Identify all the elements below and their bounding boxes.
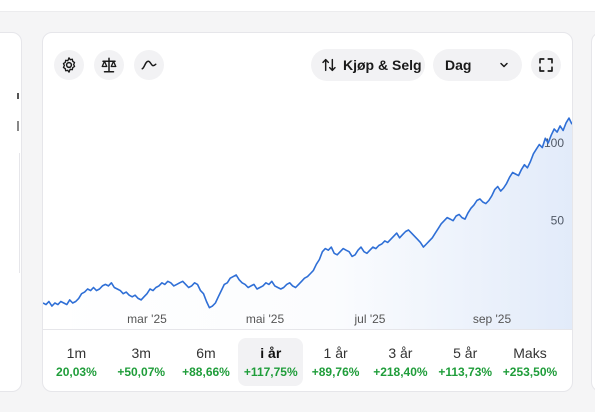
period-select[interactable]: Dag bbox=[433, 49, 522, 81]
range-button[interactable]: 1 år +89,76% bbox=[303, 338, 368, 386]
range-button[interactable]: 3 år +218,40% bbox=[368, 338, 433, 386]
settings-button[interactable] bbox=[54, 50, 84, 80]
indicator-button[interactable] bbox=[134, 50, 164, 80]
fullscreen-button[interactable] bbox=[531, 50, 561, 80]
chevron-down-icon bbox=[500, 62, 508, 68]
wave-icon bbox=[141, 60, 157, 70]
up-down-arrows-icon bbox=[322, 58, 336, 72]
range-button[interactable]: Maks +253,50% bbox=[498, 338, 563, 386]
range-label: 5 år bbox=[453, 344, 478, 361]
side-panel-left bbox=[0, 32, 22, 392]
range-label: 1 år bbox=[323, 344, 348, 361]
range-label: 3 år bbox=[388, 344, 413, 361]
range-button[interactable]: 3m +50,07% bbox=[109, 338, 174, 386]
compare-button[interactable] bbox=[94, 50, 124, 80]
panel-fragment bbox=[17, 93, 19, 99]
range-change: +88,66% bbox=[182, 364, 230, 379]
chart-card: Kjøp & Selg Dag 50100 bbox=[42, 32, 573, 392]
x-tick-label: jul '25 bbox=[354, 312, 386, 326]
price-area bbox=[43, 118, 572, 329]
range-label: 6m bbox=[196, 344, 216, 361]
gear-icon bbox=[62, 57, 76, 73]
range-button[interactable]: 1m 20,03% bbox=[44, 338, 109, 386]
chart-toolbar: Kjøp & Selg Dag bbox=[43, 33, 572, 95]
expand-icon bbox=[539, 58, 553, 72]
range-change: +113,73% bbox=[438, 364, 493, 379]
trade-button[interactable]: Kjøp & Selg bbox=[311, 49, 425, 81]
scale-icon bbox=[101, 57, 117, 73]
trade-button-label: Kjøp & Selg bbox=[343, 57, 422, 73]
range-label: Maks bbox=[513, 344, 547, 361]
x-tick-label: sep '25 bbox=[473, 312, 512, 326]
range-change: +253,50% bbox=[502, 364, 558, 379]
range-change: 20,03% bbox=[56, 364, 97, 379]
range-button[interactable]: 5 år +113,73% bbox=[433, 338, 498, 386]
period-select-value: Dag bbox=[445, 57, 472, 73]
price-line bbox=[43, 117, 572, 309]
range-label: 3m bbox=[131, 344, 151, 361]
top-bar bbox=[0, 0, 595, 12]
range-change: +50,07% bbox=[117, 364, 166, 379]
range-button[interactable]: 6m +88,66% bbox=[174, 338, 239, 386]
panel-divider bbox=[19, 153, 20, 273]
range-label: i år bbox=[260, 344, 282, 361]
range-change: +218,40% bbox=[373, 364, 428, 379]
range-label: 1m bbox=[66, 344, 87, 361]
range-button[interactable]: i år +117,75% bbox=[238, 337, 304, 386]
range-change: +117,75% bbox=[243, 364, 298, 379]
side-panel-right bbox=[591, 32, 595, 392]
x-tick-label: mar '25 bbox=[127, 312, 167, 326]
panel-fragment bbox=[17, 121, 19, 131]
range-change: +89,76% bbox=[311, 364, 360, 379]
x-tick-label: mai '25 bbox=[246, 312, 285, 326]
time-range-selector: 1m 20,03% 3m +50,07% 6m +88,66% i år +117,75% 1 … bbox=[43, 329, 572, 391]
